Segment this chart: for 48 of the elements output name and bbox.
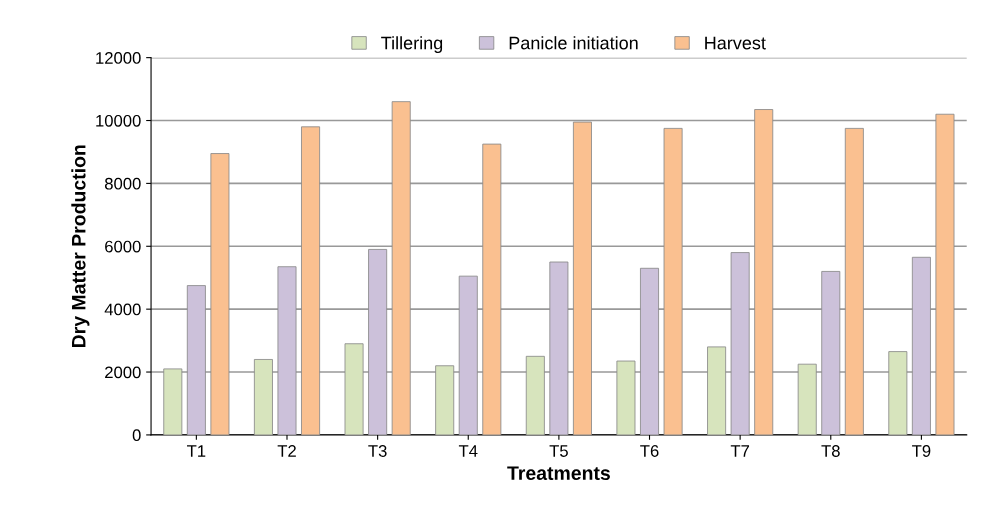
bar [911, 256, 931, 435]
x-tick-label: T1 [187, 445, 206, 457]
legend-label: Harvest [705, 36, 766, 50]
x-tick-label: T3 [368, 445, 387, 457]
bar [821, 271, 841, 435]
bar [163, 368, 183, 435]
bar [797, 363, 817, 435]
x-tick-label: T2 [277, 445, 296, 457]
bar [210, 153, 230, 435]
y-tick-label: 0 [132, 429, 141, 442]
bar [935, 113, 955, 435]
x-axis-title: Treatments [507, 466, 610, 481]
bar [616, 360, 636, 435]
bar [482, 143, 502, 435]
bar [458, 275, 478, 435]
bar [301, 126, 321, 435]
bar [572, 121, 592, 435]
y-tick-label: 8000 [104, 177, 141, 190]
bar [368, 249, 388, 435]
legend-label: Panicle initiation [509, 36, 638, 50]
bar [663, 127, 683, 435]
y-tick-label: 2000 [105, 366, 141, 379]
bar [707, 346, 727, 435]
x-tick-label: T8 [821, 445, 840, 457]
bar [435, 365, 455, 435]
bar [888, 351, 908, 435]
bar [186, 285, 206, 435]
bar [844, 127, 864, 435]
x-tick-label: T4 [458, 445, 478, 457]
x-tick-label: T9 [912, 445, 931, 457]
bar [640, 267, 659, 435]
bar [525, 355, 545, 435]
y-tick-label: 6000 [105, 240, 141, 253]
x-tick-label: T6 [640, 445, 659, 457]
y-tick-label: 12000 [96, 52, 141, 64]
bar [754, 109, 774, 435]
bar [277, 266, 297, 435]
y-tick-label: 4000 [104, 303, 141, 316]
bar [253, 359, 273, 435]
legend-label: Tillering [381, 36, 443, 53]
bar [391, 101, 411, 435]
bar [344, 343, 364, 435]
bar [549, 261, 569, 435]
y-axis-title: Dry Matter Production [71, 145, 90, 348]
x-tick-label: T7 [730, 445, 750, 457]
y-tick-label: 10000 [96, 114, 141, 127]
x-tick-label: T5 [549, 445, 568, 457]
bar [730, 252, 750, 435]
